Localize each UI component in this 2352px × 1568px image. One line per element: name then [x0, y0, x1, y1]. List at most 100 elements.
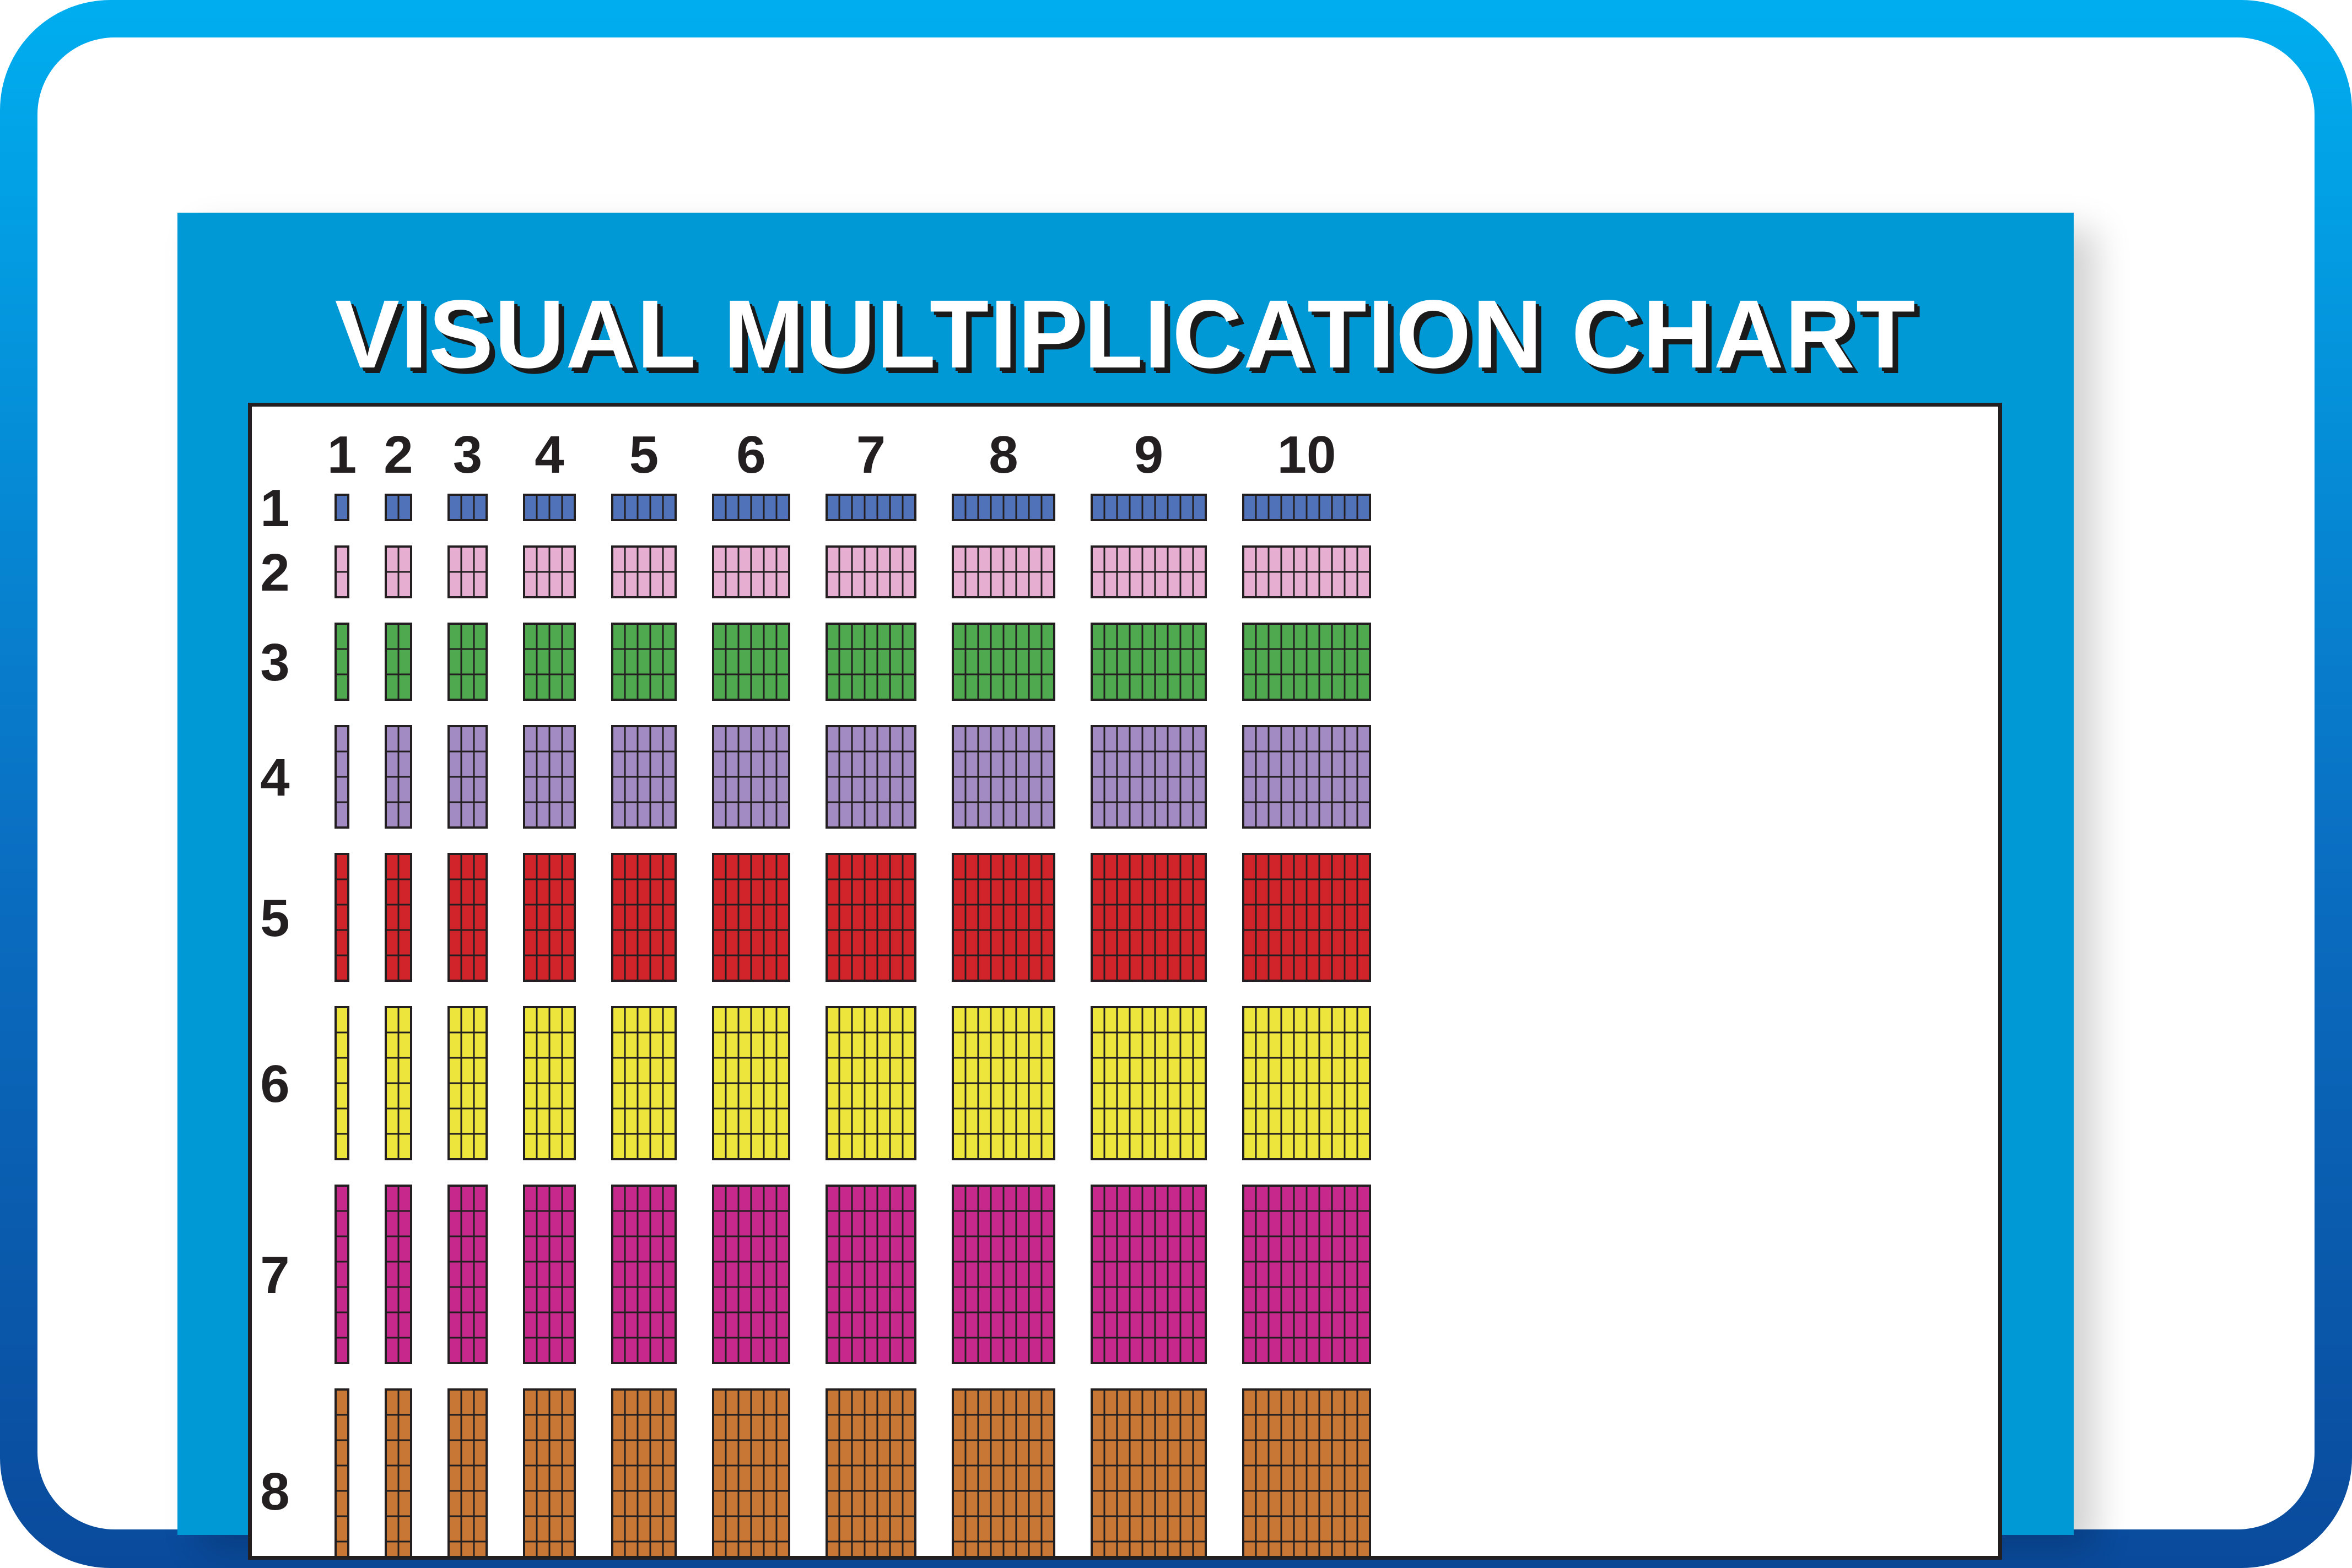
product-block [611, 1006, 677, 1160]
column-label: 2 [384, 425, 413, 484]
product-block [952, 853, 1055, 982]
product-block [952, 545, 1055, 598]
product-block [447, 494, 488, 521]
product-block [385, 623, 412, 701]
product-block [611, 725, 677, 829]
product-block [385, 494, 412, 521]
product-block [447, 623, 488, 701]
product-block [712, 725, 790, 829]
product-block [447, 725, 488, 829]
row-label: 2 [260, 543, 289, 602]
column-label: 10 [1277, 425, 1336, 484]
product-block [611, 853, 677, 982]
product-block [523, 1388, 576, 1556]
product-block [1242, 623, 1371, 701]
product-block [826, 853, 916, 982]
product-block [712, 1006, 790, 1160]
product-block [523, 1185, 576, 1364]
product-block [385, 545, 412, 598]
row-label: 8 [260, 1462, 289, 1521]
product-block [826, 1185, 916, 1364]
product-block [1091, 1185, 1207, 1364]
column-label: 5 [629, 425, 659, 484]
column-label: 9 [1134, 425, 1163, 484]
row-label: 4 [260, 748, 289, 807]
column-label: 7 [856, 425, 886, 484]
product-block [385, 1006, 412, 1160]
column-label: 1 [327, 425, 357, 484]
product-block [523, 545, 576, 598]
product-block [335, 1185, 349, 1364]
product-block [1091, 1388, 1207, 1556]
product-block [1242, 853, 1371, 982]
product-block [611, 623, 677, 701]
product-block [335, 725, 349, 829]
product-block [385, 725, 412, 829]
product-block [1091, 725, 1207, 829]
product-block [335, 494, 349, 521]
product-block [952, 1388, 1055, 1556]
product-block [447, 1006, 488, 1160]
product-block [447, 1185, 488, 1364]
product-block [826, 623, 916, 701]
product-block [712, 494, 790, 521]
product-block [335, 853, 349, 982]
product-block [826, 545, 916, 598]
chart-card: VISUAL MULTIPLICATION CHART 1 2 3 4 5 6 7 8 9 10 1… [177, 213, 2074, 1560]
product-block [385, 853, 412, 982]
product-block [523, 1006, 576, 1160]
product-block [712, 545, 790, 598]
product-block [523, 725, 576, 829]
product-block [1091, 623, 1207, 701]
column-label: 3 [453, 425, 482, 484]
product-block [611, 1388, 677, 1556]
product-block [335, 1006, 349, 1160]
multiplication-grid-panel: 1 2 3 4 5 6 7 8 9 10 1 2 3 4 5 6 7 8 [248, 403, 2002, 1560]
product-block [1091, 1006, 1207, 1160]
product-block [1091, 853, 1207, 982]
product-block [1242, 494, 1371, 521]
product-block [385, 1388, 412, 1556]
chart-title: VISUAL MULTIPLICATION CHART [335, 280, 1917, 388]
row-label: 1 [260, 479, 289, 538]
product-block [385, 1185, 412, 1364]
column-label: 8 [989, 425, 1018, 484]
product-block [611, 1185, 677, 1364]
product-block [712, 1185, 790, 1364]
row-label: 7 [260, 1246, 289, 1305]
product-block [952, 494, 1055, 521]
product-block [523, 853, 576, 982]
product-block [523, 623, 576, 701]
product-block [826, 1388, 916, 1556]
product-block [826, 725, 916, 829]
product-block [952, 1006, 1055, 1160]
product-block [1242, 1388, 1371, 1556]
product-block [712, 1388, 790, 1556]
product-block [1242, 545, 1371, 598]
column-label: 4 [535, 425, 564, 484]
product-block [523, 494, 576, 521]
product-block [1242, 725, 1371, 829]
product-block [1242, 1185, 1371, 1364]
product-block [447, 545, 488, 598]
product-block [826, 1006, 916, 1160]
product-block [335, 623, 349, 701]
product-block [826, 494, 916, 521]
product-block [712, 853, 790, 982]
row-label: 5 [260, 889, 289, 948]
product-block [952, 725, 1055, 829]
product-block [952, 1185, 1055, 1364]
product-block [447, 1388, 488, 1556]
row-label: 6 [260, 1055, 289, 1113]
product-block [335, 545, 349, 598]
product-block [611, 545, 677, 598]
product-block [712, 623, 790, 701]
product-block [447, 853, 488, 982]
product-block [1242, 1006, 1371, 1160]
column-label: 6 [736, 425, 765, 484]
product-block [1091, 545, 1207, 598]
product-block [1091, 494, 1207, 521]
row-label: 3 [260, 633, 289, 692]
